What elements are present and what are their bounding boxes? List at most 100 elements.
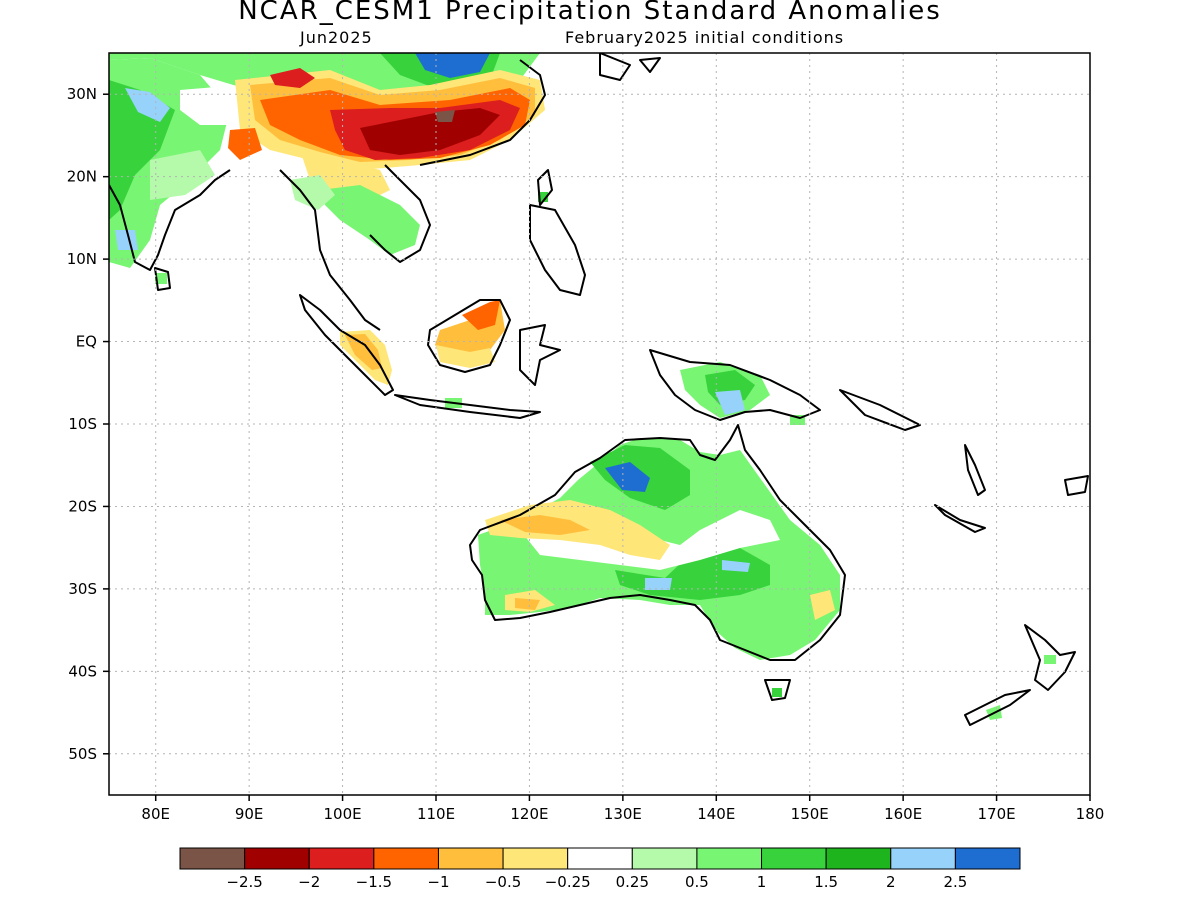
legend-label: −2.5 bbox=[226, 873, 262, 891]
legend-swatch bbox=[761, 847, 827, 870]
blue-australia-south-1 bbox=[645, 578, 672, 590]
lon-tick-label: 160E bbox=[884, 805, 922, 823]
lon-tick-label: 110E bbox=[417, 805, 455, 823]
solomon-coast bbox=[839, 389, 921, 431]
blue-india-south bbox=[115, 230, 138, 250]
lat-tick-label: 10S bbox=[68, 415, 97, 433]
legend-label: 1 bbox=[757, 873, 767, 891]
green-new-zealand-north bbox=[1044, 655, 1056, 664]
legend-label: −0.5 bbox=[485, 873, 521, 891]
philippines-coast bbox=[529, 204, 586, 296]
fiji-coast bbox=[1064, 475, 1089, 496]
anomaly-shading bbox=[109, 53, 1056, 720]
china-coast bbox=[419, 59, 546, 166]
legend-swatch bbox=[244, 847, 310, 870]
lat-tick-label: 30N bbox=[67, 85, 97, 103]
lightgreen-sri-lanka bbox=[155, 273, 167, 284]
japan-coast bbox=[599, 53, 661, 81]
blue-australia-north bbox=[605, 462, 650, 492]
legend-label: 2 bbox=[886, 873, 896, 891]
orange-australia-southwest bbox=[515, 598, 540, 610]
gridlines bbox=[109, 53, 1091, 795]
legend-label: 1.5 bbox=[814, 873, 838, 891]
lon-tick-label: 170E bbox=[978, 805, 1016, 823]
legend-swatch bbox=[502, 847, 569, 870]
legend-swatch bbox=[567, 847, 633, 870]
legend-label: 2.5 bbox=[943, 873, 967, 891]
legend-swatch bbox=[437, 847, 504, 870]
lat-tick-label: 30S bbox=[68, 580, 97, 598]
vanuatu-coast bbox=[964, 444, 986, 496]
blue-australia-south-2 bbox=[722, 560, 750, 572]
indochina-east-coast bbox=[369, 164, 431, 263]
lon-tick-label: 140E bbox=[697, 805, 735, 823]
australia-coast bbox=[469, 424, 846, 661]
lon-tick-label: 100E bbox=[324, 805, 362, 823]
yellow-australia-east bbox=[810, 590, 835, 620]
lon-tick-label: 80E bbox=[141, 805, 170, 823]
tasmania-coast bbox=[764, 679, 791, 701]
blue-new-guinea bbox=[715, 390, 745, 415]
legend-label: −0.25 bbox=[545, 873, 591, 891]
initial-conditions-label: February2025 initial conditions bbox=[565, 28, 845, 47]
lat-tick-label: 40S bbox=[68, 662, 97, 680]
sri-lanka-coast bbox=[154, 267, 171, 291]
legend-swatch bbox=[696, 847, 763, 870]
legend-label: −1 bbox=[427, 873, 449, 891]
new-zealand-north-coast bbox=[1024, 624, 1076, 691]
new-caledonia-coast bbox=[934, 504, 986, 533]
legend-swatch bbox=[179, 847, 246, 870]
orange-himalaya bbox=[228, 128, 262, 160]
orange-sumatra bbox=[345, 334, 382, 370]
lon-tick-label: 130E bbox=[604, 805, 642, 823]
legend-swatch bbox=[373, 847, 439, 870]
taiwan-coast bbox=[537, 169, 553, 206]
color-legend: −2.5 −2 −1.5 −1 −0.5 −0.25 0.25 0.5 1 1.5 2 2.5 bbox=[179, 847, 1021, 891]
lightgreen-india bbox=[150, 150, 215, 200]
new-zealand-south-coast bbox=[964, 689, 1031, 726]
legend-label: −2 bbox=[298, 873, 320, 891]
india-coast bbox=[109, 169, 231, 271]
legend-label: 0.5 bbox=[685, 873, 709, 891]
lat-tick-label: 20S bbox=[68, 497, 97, 515]
lon-tick-label: 150E bbox=[791, 805, 829, 823]
borneo-coast bbox=[427, 299, 511, 373]
lat-tick-label: EQ bbox=[76, 333, 97, 351]
green-indochina bbox=[320, 185, 420, 255]
lon-tick-label: 90E bbox=[235, 805, 264, 823]
blue-tibet-west bbox=[125, 88, 170, 122]
lat-tick-label: 20N bbox=[67, 168, 97, 186]
legend-swatch bbox=[631, 847, 698, 870]
yellow-borneo bbox=[436, 345, 495, 368]
legend-swatch bbox=[954, 847, 1021, 870]
legend-swatch bbox=[890, 847, 956, 870]
green-tasmania bbox=[772, 688, 782, 697]
yellow-indochina bbox=[300, 150, 390, 200]
sulawesi-coast bbox=[519, 324, 561, 386]
legend-label: 0.25 bbox=[616, 873, 649, 891]
brown-china bbox=[435, 110, 455, 122]
coastlines bbox=[109, 53, 1089, 726]
new-guinea-coast bbox=[649, 349, 821, 421]
lat-tick-label: 10N bbox=[67, 250, 97, 268]
sumatra-coast bbox=[299, 294, 394, 396]
java-coast bbox=[394, 394, 541, 419]
darkorange-borneo bbox=[462, 300, 500, 330]
legend-swatch bbox=[825, 847, 892, 870]
axes: 30N 20N 10N EQ 10S 20S 30S 40S 50S 80E 90E 100E 110E… bbox=[67, 85, 1105, 823]
map-title: NCAR_CESM1 Precipitation Standard Anomal… bbox=[238, 0, 942, 26]
orange-australia-west bbox=[500, 515, 590, 535]
darkred-china bbox=[360, 108, 500, 155]
blue-north bbox=[415, 53, 490, 78]
lat-tick-label: 50S bbox=[68, 745, 97, 763]
legend-swatch bbox=[308, 847, 375, 870]
lon-tick-label: 180 bbox=[1076, 805, 1105, 823]
lightgreen-indochina bbox=[290, 175, 335, 210]
red-tibet-north bbox=[270, 68, 315, 88]
indochina-coast bbox=[279, 169, 381, 331]
legend-label: −1.5 bbox=[356, 873, 392, 891]
lon-tick-label: 120E bbox=[510, 805, 548, 823]
plot-frame bbox=[108, 52, 1091, 796]
forecast-month: Jun2025 bbox=[300, 28, 373, 47]
